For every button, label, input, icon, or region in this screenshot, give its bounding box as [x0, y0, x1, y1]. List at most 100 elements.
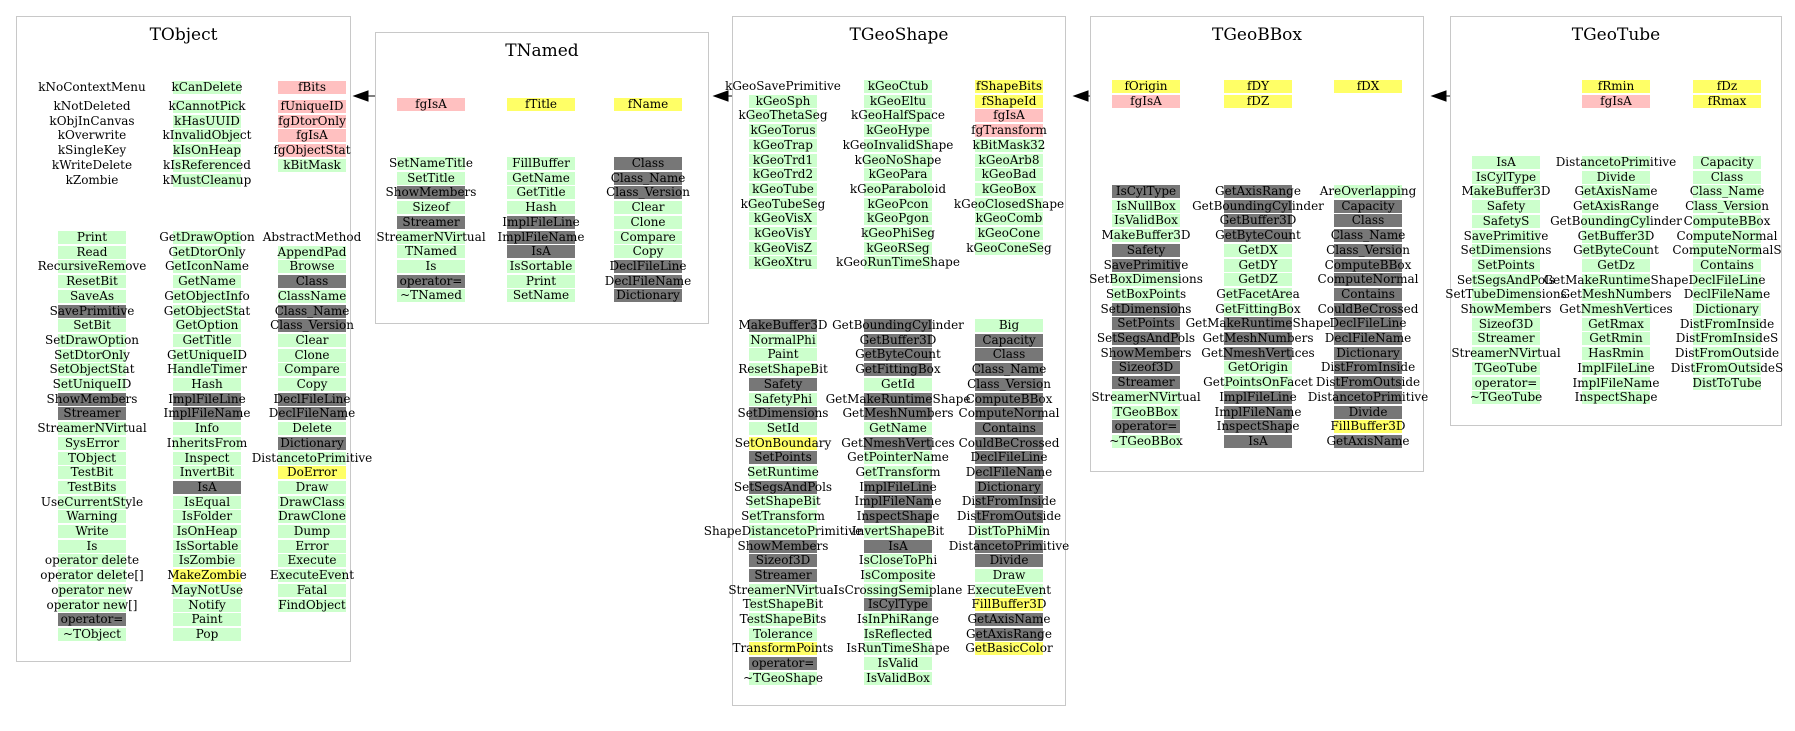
member-label: Write — [75, 524, 109, 538]
member-label: kGeoCone — [977, 226, 1041, 240]
member-label: GetIconName — [164, 259, 250, 274]
member-fdx: fDX — [1288, 80, 1448, 93]
member-label: Dump — [293, 524, 331, 538]
member-kgeohype: kGeoHype — [818, 124, 978, 138]
member-label: ComputeBBox — [1324, 257, 1412, 272]
member-highlight — [58, 378, 126, 391]
member-label: IsSortable — [509, 258, 573, 273]
member-highlight — [58, 363, 126, 377]
member-label: Streamer — [754, 567, 812, 582]
member-label: SetBit — [73, 318, 111, 333]
member-label: Paint — [191, 612, 223, 627]
member-label: SetBoxDimensions — [1089, 272, 1203, 287]
member-settitle: SetTitle — [351, 171, 511, 185]
member-label: Error — [295, 538, 329, 553]
member-highlight — [1224, 258, 1292, 272]
member-highlight — [1224, 376, 1292, 390]
member-kcandelete: kCanDelete — [127, 81, 287, 94]
member-label: CouldBeCrossed — [1317, 301, 1419, 316]
member-read: Read — [12, 245, 172, 259]
member-distancetoprimitive: DistancetoPrimitive — [1536, 156, 1696, 169]
member-label: SavePrimitive — [1103, 257, 1189, 272]
member-declfilename: DeclFileName — [1288, 332, 1448, 345]
member-label: kGeoInvalidShape — [842, 137, 954, 152]
member-getorigin: GetOrigin — [1178, 361, 1338, 375]
member-label: ExecuteEvent — [966, 582, 1052, 597]
member-label: Pop — [195, 626, 219, 641]
member-getuniqueid: GetUniqueID — [127, 348, 287, 362]
member-label: GetMeshNumbers — [842, 406, 954, 421]
member-delete: Delete — [232, 422, 392, 436]
member-areoverlapping: AreOverlapping — [1288, 185, 1448, 198]
member-label: Print — [525, 273, 557, 288]
member-label: fShapeId — [981, 93, 1037, 108]
member-highlight — [278, 539, 346, 553]
member-fillbuffer3d: FillBuffer3D — [929, 598, 1089, 612]
member-label: MakeBuffer3D — [1101, 228, 1191, 243]
member-getname: GetName — [127, 275, 287, 289]
member-operator-delete: operator delete[] — [12, 569, 172, 583]
member-gettransform: GetTransform — [818, 466, 978, 479]
member-label: MakeBuffer3D — [1461, 184, 1551, 199]
member-highlight — [278, 466, 346, 480]
member-highlight — [173, 158, 241, 172]
member-kgeotorus: kGeoTorus — [703, 124, 863, 138]
member-getboundingcylinder: GetBoundingCylinder — [1536, 214, 1696, 228]
member-class: Class — [1647, 170, 1795, 184]
member-setonboundary: SetOnBoundary — [703, 436, 863, 450]
member-kgeoparaboloid: kGeoParaboloid — [818, 182, 978, 196]
member-label: kGeoSph — [755, 93, 811, 108]
member-class-name: Class_Name — [568, 171, 728, 185]
member-inspect: Inspect — [127, 451, 287, 465]
member-error: Error — [232, 538, 392, 553]
member-label: GetObjectInfo — [164, 288, 250, 303]
member-highlight — [1472, 332, 1540, 346]
member-label: DeclFileName — [965, 465, 1053, 479]
member-label: DistFromInside — [1320, 360, 1416, 375]
member-highlight — [173, 495, 241, 509]
member-label: kGeoPgon — [867, 211, 929, 226]
member-highlight — [1112, 434, 1180, 448]
member-setdrawoption: SetDrawOption — [12, 332, 172, 347]
member-draw: Draw — [232, 480, 392, 494]
member-label: Print — [76, 230, 108, 244]
member-highlight — [58, 539, 126, 553]
member-issortable: IsSortable — [461, 258, 621, 273]
member-label: fgTransform — [971, 123, 1047, 138]
member-kgeoctub: kGeoCtub — [818, 80, 978, 93]
member-label: operator= — [399, 273, 463, 288]
member-tobject: TObject — [12, 451, 172, 465]
member-findobject: FindObject — [232, 598, 392, 612]
member-label: HandleTimer — [166, 362, 248, 377]
member-highlight — [749, 436, 817, 450]
member-clear: Clear — [568, 201, 728, 215]
member-highlight — [507, 289, 575, 303]
member-label: GetRmin — [1589, 331, 1643, 346]
member-couldbecrossed: CouldBeCrossed — [929, 436, 1089, 450]
member-kgeoarb8: kGeoArb8 — [929, 153, 1089, 167]
member-highlight — [975, 212, 1043, 226]
member-label: SetDimensions — [1460, 243, 1552, 258]
member-label: Compare — [284, 362, 340, 377]
member-kgeoclosedshape: kGeoClosedShape — [929, 197, 1089, 211]
member-highlight — [975, 436, 1043, 450]
member-label: SetDrawOption — [44, 332, 140, 347]
member-label: ShowMembers — [1460, 302, 1552, 316]
member-label: GetByteCount — [1215, 228, 1301, 243]
member-label: DistFromInsideS — [1675, 331, 1779, 346]
member-label: Class_Version — [1326, 242, 1410, 257]
member-label: SetSegsAndPols — [1096, 331, 1196, 345]
member-highlight — [864, 657, 932, 671]
member-highlight — [1693, 258, 1761, 272]
member-label: DrawClone — [278, 509, 346, 524]
member-highlight — [864, 197, 932, 211]
member-highlight — [278, 100, 346, 113]
member-label: kGeoTubeSeg — [740, 196, 826, 211]
member-appendpad: AppendPad — [232, 245, 392, 259]
member-tgeotube: TGeoTube — [1426, 361, 1586, 375]
member-tnamed: ~TNamed — [351, 289, 511, 303]
member-declfileline: DeclFileLine — [929, 451, 1089, 465]
member-highlight — [749, 227, 817, 240]
member-highlight — [278, 378, 346, 391]
member-highlight — [1582, 258, 1650, 272]
